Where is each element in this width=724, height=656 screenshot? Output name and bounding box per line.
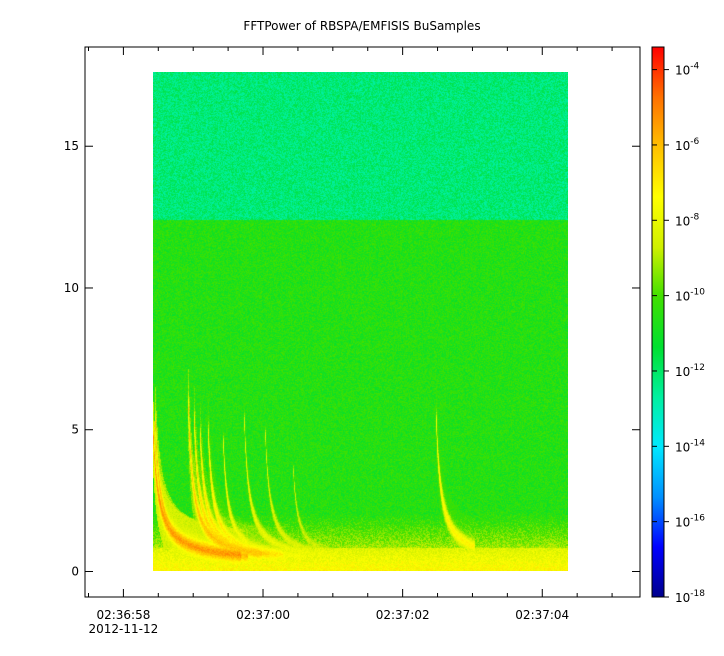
x-tick-date-label: 2012-11-12 bbox=[89, 622, 159, 636]
y-tick-label: 0 bbox=[71, 564, 79, 578]
colorbar-tick-label: 10-18 bbox=[675, 589, 705, 605]
colorbar-tick-label: 10-16 bbox=[675, 514, 705, 530]
colorbar bbox=[651, 46, 665, 598]
colorbar-tick-label: 10-4 bbox=[675, 62, 700, 78]
colorbar-tick-label: 10-12 bbox=[675, 363, 705, 379]
y-tick-label: 10 bbox=[64, 281, 79, 295]
x-tick-label: 02:37:00 bbox=[236, 608, 290, 622]
x-tick-label: 02:37:02 bbox=[376, 608, 430, 622]
colorbar-tick-label: 10-10 bbox=[675, 288, 705, 304]
colorbar-tick-label: 10-8 bbox=[675, 212, 700, 228]
colorbar-axis: 10-4 10-6 10-8 10-10 10-12 10-14 10-16 10-18 bbox=[652, 62, 705, 605]
y-axis: 0 5 10 15 bbox=[64, 139, 640, 578]
x-tick-label: 02:36:58 bbox=[96, 608, 150, 622]
x-tick-label: 02:37:04 bbox=[515, 608, 569, 622]
colorbar-tick-label: 10-6 bbox=[675, 137, 700, 153]
colorbar-tick-label: 10-14 bbox=[675, 438, 705, 454]
spectrogram-image bbox=[153, 72, 568, 571]
chart-title: FFTPower of RBSPA/EMFISIS BuSamples bbox=[243, 19, 480, 33]
y-tick-label: 15 bbox=[64, 139, 79, 153]
y-tick-label: 5 bbox=[71, 423, 79, 437]
